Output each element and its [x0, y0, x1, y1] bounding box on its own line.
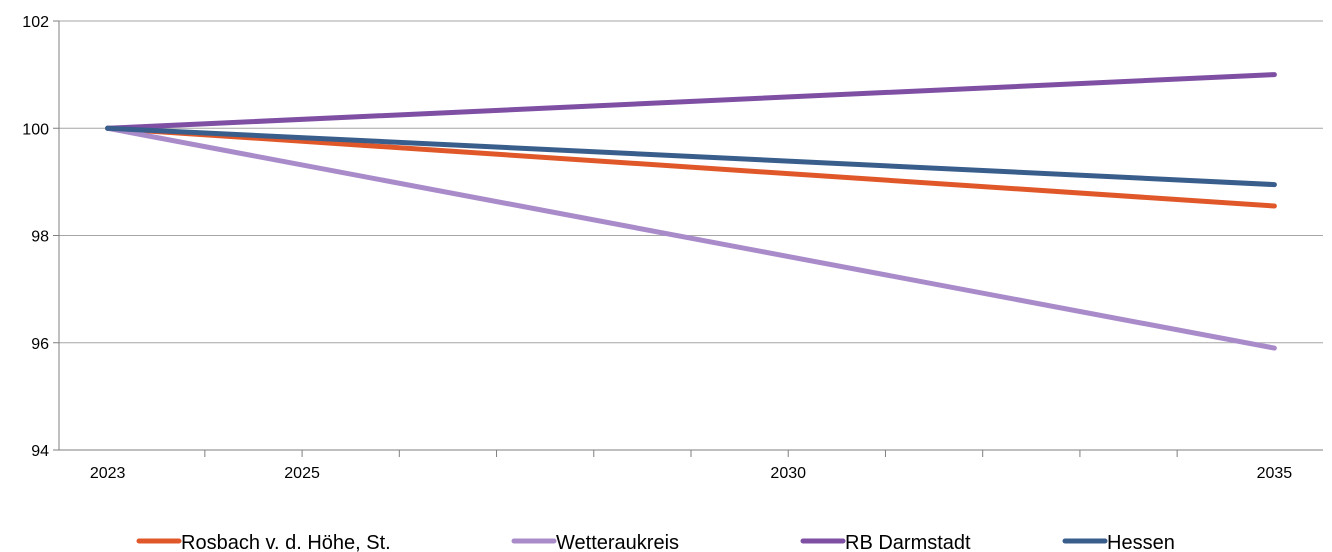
x-tick-label: 2030 — [770, 465, 806, 482]
series-line-0 — [105, 125, 1277, 209]
grid — [59, 20, 1323, 344]
x-tick-label: 2023 — [90, 465, 126, 482]
y-tick-label: 94 — [31, 443, 49, 460]
axes: 94 96 98 100 102 2023 2025 2030 2035 — [22, 14, 1323, 482]
x-tick-label: 2025 — [284, 465, 320, 482]
series-origin-point — [105, 125, 111, 131]
y-tick-label: 98 — [31, 229, 49, 246]
y-tick-label: 100 — [22, 121, 49, 138]
legend-label: Rosbach v. d. Höhe, St. — [181, 532, 391, 552]
legend-label: Wetteraukreis — [556, 532, 679, 552]
series-line-1 — [105, 125, 1277, 351]
legend-label: Hessen — [1107, 532, 1175, 552]
y-tick-label: 102 — [22, 14, 49, 31]
series-lines — [105, 72, 1277, 351]
y-tick-label: 96 — [31, 336, 49, 353]
series-line-3 — [105, 125, 1277, 188]
legend-label: RB Darmstadt — [845, 532, 971, 552]
series-line-2 — [105, 72, 1277, 131]
legend: Rosbach v. d. Höhe, St. Wetteraukreis RB D… — [136, 532, 1175, 552]
x-tick-label: 2035 — [1257, 465, 1293, 482]
